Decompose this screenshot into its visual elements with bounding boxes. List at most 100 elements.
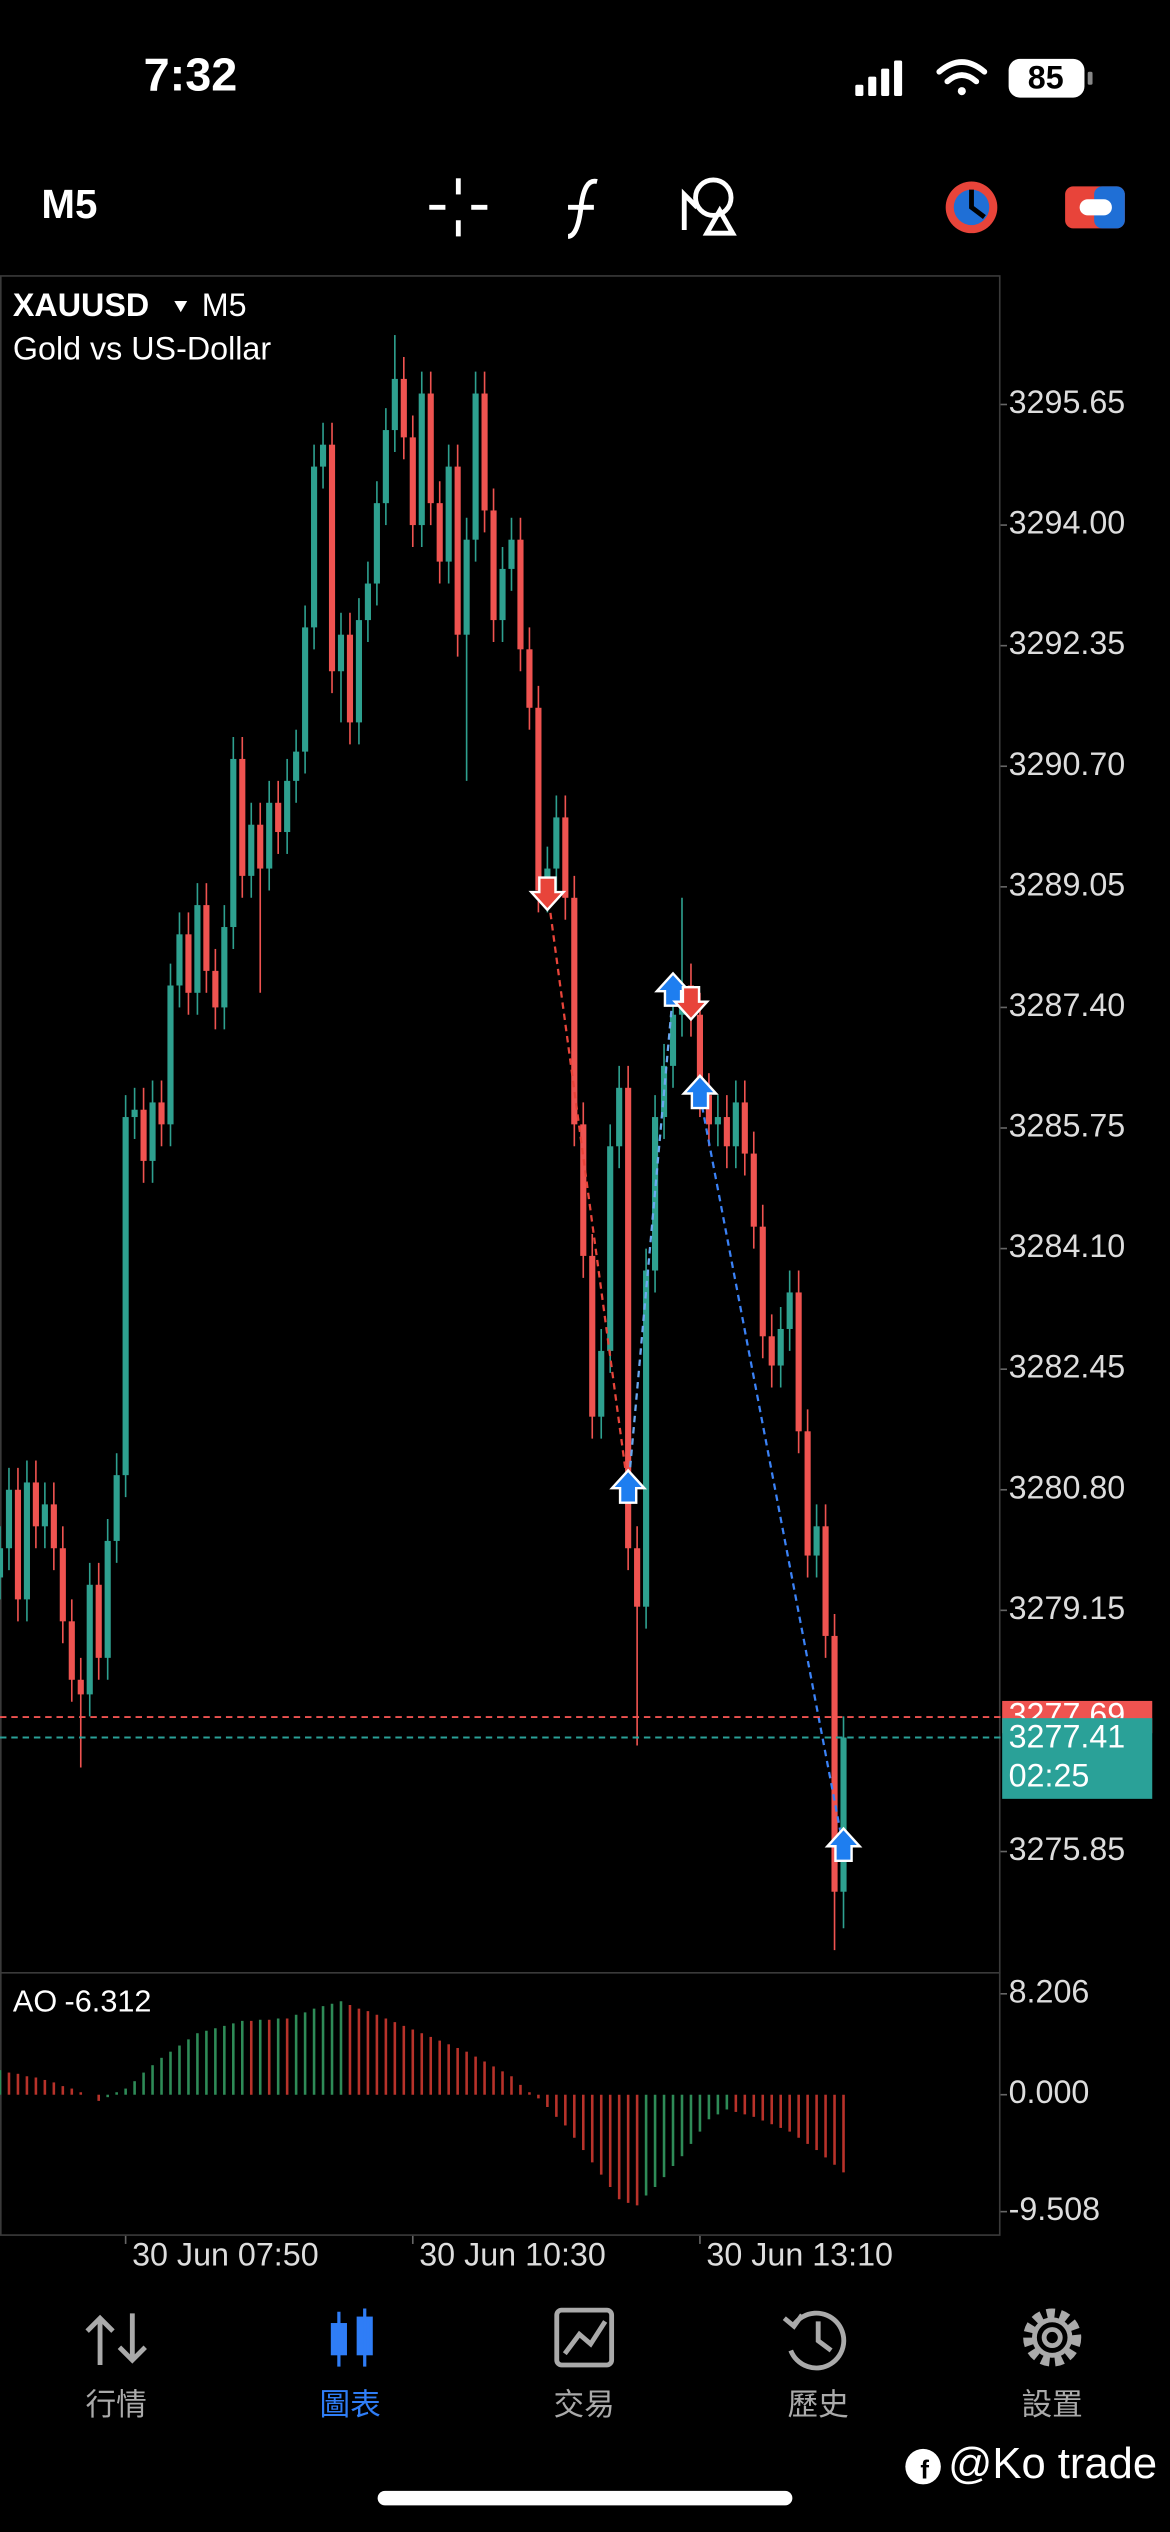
candle-body: [221, 927, 228, 1008]
battery-level: 85: [1028, 59, 1064, 95]
svg-text:f: f: [920, 2456, 929, 2484]
candle-body: [714, 1117, 721, 1125]
candle-body: [337, 634, 345, 672]
candle-body: [248, 824, 255, 876]
trade-icon: [554, 2307, 615, 2368]
home-indicator: [377, 2490, 793, 2506]
candle-body: [230, 758, 237, 928]
candle-body: [750, 1153, 757, 1227]
candle-body: [598, 1350, 605, 1417]
candle-body: [768, 1336, 775, 1366]
candle-body: [0, 1548, 4, 1578]
indicator-value: -6.312: [65, 1985, 152, 2019]
tab-label[interactable]: 行情: [86, 2388, 147, 2422]
tab-label[interactable]: 交易: [554, 2388, 615, 2422]
bar-timer: 02:25: [1009, 1757, 1090, 1793]
candle-body: [795, 1292, 802, 1432]
candle-body: [104, 1540, 111, 1658]
candle-body: [373, 503, 380, 584]
candle-body: [526, 649, 533, 708]
candle-body: [275, 802, 282, 833]
y-tick-label: 3289.05: [1009, 866, 1126, 902]
candle-body: [239, 758, 246, 876]
bid-label: 3277.41: [1009, 1719, 1126, 1755]
candle-body: [364, 583, 371, 621]
watermark: @Ko trade: [948, 2440, 1157, 2488]
candle-body: [158, 1102, 165, 1125]
y-tick-label: 3279.15: [1009, 1590, 1126, 1626]
candle-body: [391, 378, 398, 431]
candle-body: [813, 1526, 820, 1556]
symbol[interactable]: XAUUSD: [13, 287, 149, 323]
candle-body: [328, 444, 336, 672]
ao-tick-label: -9.508: [1009, 2191, 1101, 2227]
y-tick-label: 3287.40: [1009, 987, 1126, 1023]
candle-body: [319, 444, 327, 467]
candle-body: [463, 539, 470, 635]
candle-body: [589, 1255, 596, 1417]
candle-body: [50, 1504, 57, 1549]
quotes-icon: [85, 2313, 147, 2365]
candle-body: [427, 393, 434, 504]
candle-body: [194, 905, 201, 993]
x-tick-label: 30 Jun 10:30: [419, 2236, 606, 2272]
tab-label[interactable]: 歷史: [788, 2388, 849, 2422]
indicators-button[interactable]: [567, 178, 598, 239]
candle-body: [14, 1489, 22, 1600]
tab-bar: 行情 圖表 交易 歷史 設置: [85, 2307, 1083, 2422]
crosshair-button[interactable]: [429, 178, 488, 237]
chart-icon: [330, 2308, 373, 2367]
tab-label[interactable]: 圖表: [320, 2388, 381, 2422]
candle-body: [212, 970, 219, 1008]
candle-body: [454, 466, 461, 635]
candle-body: [741, 1102, 748, 1154]
ao-tick-label: 8.206: [1009, 1973, 1090, 2009]
y-tick-label: 3292.35: [1009, 625, 1126, 661]
timeframe-button[interactable]: M5: [41, 181, 97, 227]
y-tick-label: 3294.00: [1009, 505, 1126, 541]
candle-body: [77, 1679, 84, 1695]
candle-body: [553, 817, 560, 869]
candle-body: [831, 1635, 838, 1892]
account-button[interactable]: [1065, 186, 1125, 229]
candle-body: [185, 934, 192, 993]
history-icon: [782, 2310, 847, 2371]
candle-body: [122, 1117, 129, 1476]
trade-connector: [698, 1094, 845, 1849]
candle-body: [562, 817, 569, 898]
candle-body: [131, 1109, 138, 1118]
ao-tick-label: 0.000: [1009, 2074, 1090, 2110]
candle-body: [822, 1526, 829, 1636]
candle-body: [777, 1328, 784, 1366]
y-tick-label: 3282.45: [1009, 1349, 1126, 1385]
battery: [1008, 58, 1085, 98]
candle-body: [669, 1014, 677, 1066]
candle-body: [302, 627, 309, 752]
candle-body: [346, 634, 354, 723]
candle-body: [508, 539, 515, 569]
candle-body: [266, 802, 273, 869]
objects-button[interactable]: [681, 177, 737, 236]
y-tick-label: 3275.85: [1009, 1831, 1126, 1867]
candle-body: [41, 1504, 48, 1527]
candle-body: [436, 503, 443, 562]
signal-icon: [855, 60, 903, 96]
candle-body: [355, 620, 363, 723]
chart-frame: [0, 275, 1001, 2236]
candle-body: [786, 1292, 793, 1329]
candle-body: [409, 437, 416, 526]
candle-body: [696, 1014, 704, 1096]
trade-button[interactable]: [945, 181, 998, 234]
symbol-dropdown[interactable]: [174, 300, 188, 313]
candle-body: [23, 1482, 30, 1600]
candle-body: [59, 1548, 66, 1622]
candle-body: [149, 1102, 156, 1161]
trade-connector: [627, 992, 675, 1490]
tab-label[interactable]: 設置: [1022, 2388, 1083, 2422]
candle-body: [607, 1146, 614, 1351]
y-tick-label: 3280.80: [1009, 1469, 1126, 1505]
candle-body: [490, 510, 497, 621]
bid-label-box: [1002, 1718, 1153, 1799]
